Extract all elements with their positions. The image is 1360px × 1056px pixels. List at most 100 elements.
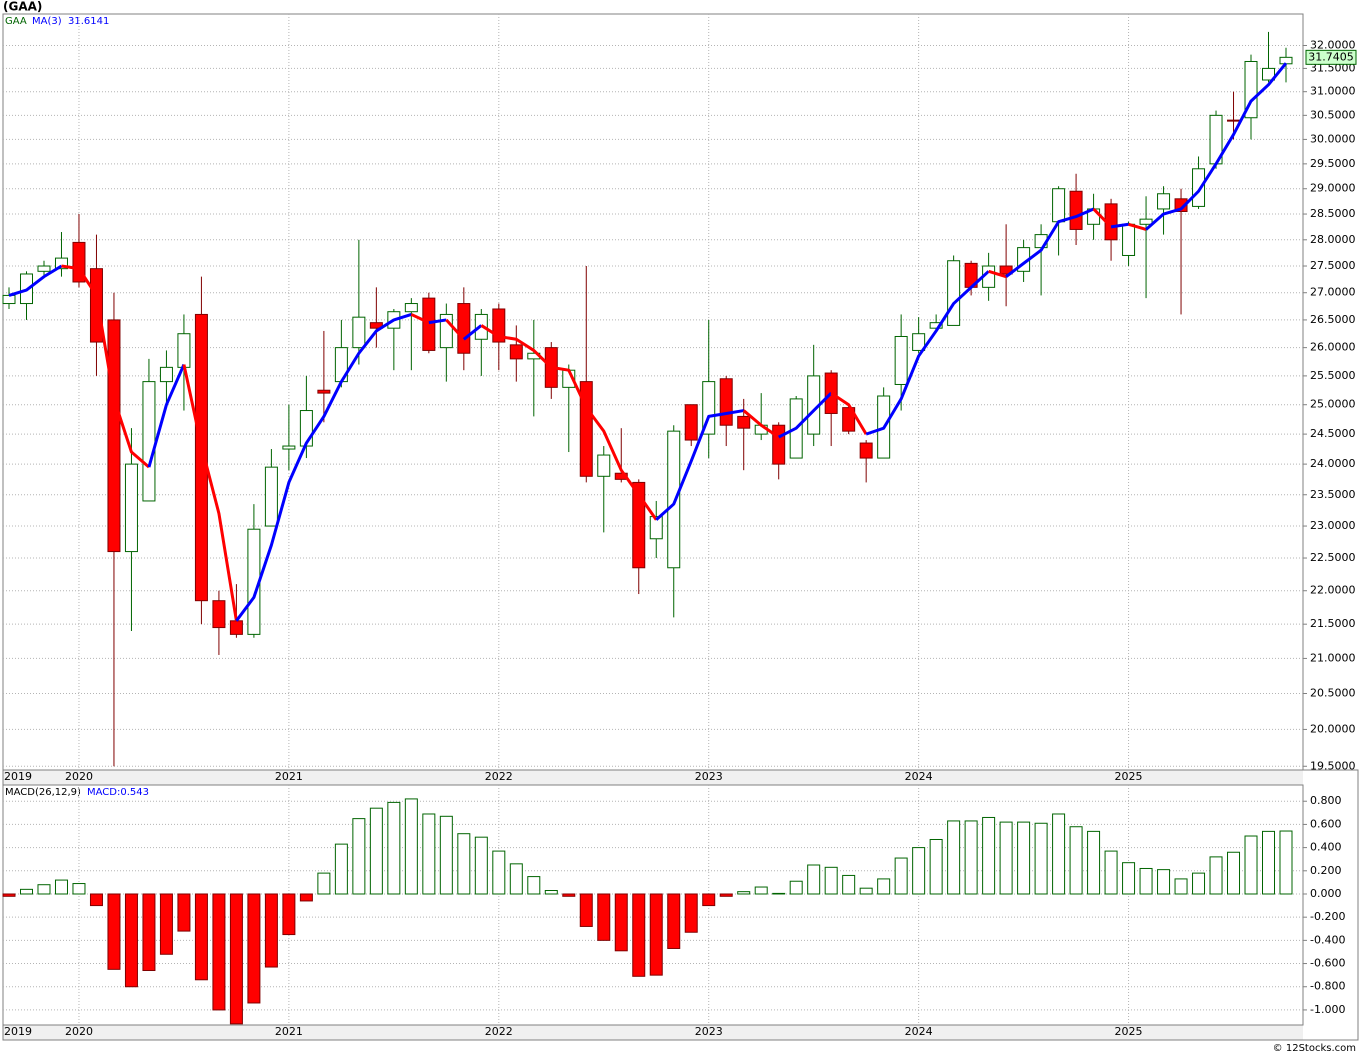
candle-body (1139, 218, 1153, 225)
macd-bar (229, 893, 243, 1025)
legend-symbol: GAA (5, 16, 27, 27)
y-tick-label: 20.5000 (1310, 686, 1356, 699)
candle-body (1052, 188, 1066, 223)
candle-body (142, 381, 156, 502)
footer: © 12Stocks.com (1273, 1043, 1356, 1054)
macd-bar (317, 872, 331, 895)
candle-body (509, 344, 523, 360)
x-tick-label: 2025 (1115, 770, 1143, 783)
macd-bar (1192, 872, 1206, 895)
x-tick-label: 2020 (65, 1025, 93, 1038)
macd-bar (72, 883, 86, 895)
macd-bar (684, 893, 698, 933)
macd-bar (19, 888, 33, 895)
moving-average (147, 363, 186, 468)
macd-bar (159, 893, 173, 955)
macd-bar (737, 891, 751, 895)
y-tick-label: 19.5000 (1310, 759, 1356, 772)
macd-bar (177, 893, 191, 932)
macd-bar (142, 893, 156, 972)
moving-average (235, 313, 412, 622)
y-tick-label: 26.0000 (1310, 341, 1356, 354)
macd-bar (1279, 830, 1293, 895)
candle-body (667, 430, 681, 569)
macd-bar (824, 866, 838, 895)
macd-bar (474, 836, 488, 895)
moving-average (61, 264, 150, 469)
candle-body (1157, 193, 1171, 210)
candle-body (1122, 223, 1136, 256)
macd-bar (492, 850, 506, 895)
candle-body (159, 366, 173, 383)
macd-bar (772, 892, 786, 895)
moving-average (1005, 207, 1095, 278)
x-tick-label: 2025 (1115, 1025, 1143, 1038)
y-tick-label: -0.200 (1310, 910, 1345, 923)
macd-bar (1209, 856, 1223, 895)
y-tick-label: 28.0000 (1310, 233, 1356, 246)
candle-body (1262, 67, 1276, 81)
candle-body (1227, 119, 1241, 122)
macd-bar (37, 884, 51, 895)
macd-bar (719, 893, 733, 897)
legend-ma: MA(3) (32, 16, 62, 27)
macd-bar (894, 857, 908, 895)
macd-bar (754, 886, 768, 895)
y-tick-label: -1.000 (1310, 1003, 1345, 1016)
moving-average (428, 318, 447, 325)
moving-average (742, 409, 780, 439)
macd-bar (387, 801, 401, 895)
macd-bar (369, 807, 383, 895)
macd-bar (702, 893, 716, 907)
candle-body (229, 620, 243, 635)
macd-bar (2, 893, 16, 897)
candle-body (649, 516, 663, 540)
y-tick-label: 24.5000 (1310, 427, 1356, 440)
macd-bar (352, 818, 366, 895)
candle-body (212, 600, 226, 629)
y-tick-label: -0.600 (1310, 957, 1345, 970)
macd-bar (107, 893, 121, 970)
macd-bar (579, 893, 593, 927)
macd-bar (1034, 822, 1048, 895)
candle-body (912, 333, 926, 351)
candle-body (1069, 190, 1083, 230)
macd-bar (562, 893, 576, 897)
macd-bar (282, 893, 296, 936)
x-tick-label: 2021 (275, 1025, 303, 1038)
y-tick-label: 22.5000 (1310, 551, 1356, 564)
macd-bar (89, 893, 103, 907)
macd-bar (632, 893, 646, 977)
moving-average (1110, 222, 1129, 229)
x-tick-label: 2024 (905, 1025, 933, 1038)
y-tick-label: 0.000 (1310, 887, 1342, 900)
y-tick-label: 23.0000 (1310, 519, 1356, 532)
moving-average (1145, 62, 1288, 231)
candle-body (772, 424, 786, 465)
candle-body (894, 335, 908, 385)
moving-average (655, 409, 744, 521)
candle-body (632, 481, 646, 569)
moving-average (1092, 207, 1113, 228)
candle-body (947, 260, 961, 326)
y-tick-label: 21.0000 (1310, 651, 1356, 664)
macd-bar (1174, 878, 1188, 895)
candle-body (404, 303, 418, 313)
candle-body (2, 294, 16, 305)
x-tick-label: 2019 (4, 1025, 32, 1038)
y-tick-label: 30.0000 (1310, 132, 1356, 145)
macd-bar (194, 893, 208, 981)
candle-body (37, 265, 51, 272)
candle-body (737, 415, 751, 429)
macd-bar (1122, 862, 1136, 895)
y-tick-label: 32.0000 (1310, 38, 1356, 51)
macd-bar (1087, 830, 1101, 895)
candle-body (89, 268, 103, 343)
macd-bar (334, 843, 348, 895)
macd-bar (404, 798, 418, 895)
macd-bar (457, 833, 471, 895)
candle-body (107, 319, 121, 553)
macd-bar (842, 874, 856, 895)
candle-body (54, 257, 68, 270)
macd-bar (649, 893, 663, 976)
